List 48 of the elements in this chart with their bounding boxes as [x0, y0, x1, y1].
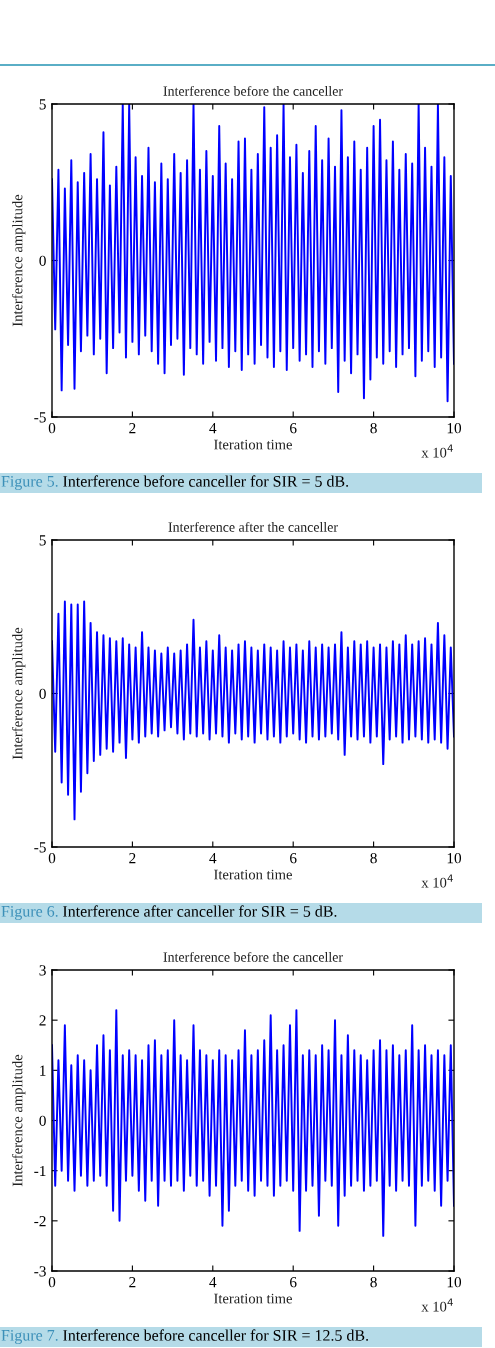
x-tick-label: 2	[129, 853, 136, 864]
y-tick-label: -5	[34, 412, 46, 423]
y-tick-label: -5	[34, 842, 46, 853]
text: x 10$^{4}$	[421, 1298, 453, 1312]
x-tick-label: 8	[370, 853, 377, 864]
x-tick-label: 0	[48, 423, 56, 434]
chart-title: Interference before the canceller	[163, 85, 343, 96]
y-tick-label: 3	[39, 965, 46, 976]
x-tick-label: 2	[129, 423, 136, 434]
y-tick-label: 2	[39, 1015, 46, 1026]
text: x 10$^{4}$	[421, 874, 453, 888]
line-series	[52, 1009, 454, 1237]
y-tick-label: 5	[39, 99, 46, 110]
x-tick-label: 10	[447, 423, 462, 434]
chart-title: Interference before the canceller	[163, 951, 343, 962]
x-tick-label: 0	[48, 1277, 56, 1288]
x-tick-label: 2	[129, 1277, 136, 1288]
x-tick-label: 0	[48, 853, 56, 864]
y-axis-title: Interference amplitude	[12, 627, 26, 760]
x-tick-label: 4	[209, 1277, 217, 1288]
x-axis-title: Iteration time	[214, 1293, 292, 1304]
x-tick-label: 10	[447, 1277, 462, 1288]
line-series	[52, 600, 454, 821]
x-axis-title: Iteration time	[214, 439, 292, 450]
chart-title: Interference after the canceller	[168, 521, 338, 532]
y-tick-label: 0	[39, 255, 46, 266]
x-tick-label: 10	[447, 853, 462, 864]
caption: Figure 7. Interference before canceller for SIR = 12.5 dB.	[1, 1329, 369, 1344]
x-tick-label: 6	[290, 423, 297, 434]
x-tick-label: 4	[209, 853, 217, 864]
y-tick-label: -1	[34, 1165, 46, 1176]
text: x 10$^{4}$	[421, 444, 453, 458]
y-tick-label: 0	[39, 1115, 46, 1126]
x-tick-label: 8	[370, 1277, 377, 1288]
x-tick-label: 6	[290, 1277, 297, 1288]
x-tick-label: 8	[370, 423, 377, 434]
x-axis-title: Iteration time	[214, 869, 292, 880]
x-tick-label: 6	[290, 853, 297, 864]
caption: Figure 5. Interference before canceller for SIR = 5 dB.	[1, 475, 349, 490]
y-tick-label: -2	[34, 1216, 46, 1227]
caption: Figure 6. Interference after canceller for SIR = 5 dB.	[1, 905, 337, 920]
y-axis-title: Interference amplitude	[12, 194, 26, 327]
y-tick-label: 5	[39, 535, 46, 546]
y-axis-title: Interference amplitude	[12, 1054, 26, 1187]
y-tick-label: 0	[39, 688, 46, 699]
x-tick-label: 4	[209, 423, 217, 434]
y-tick-label: 1	[40, 1065, 46, 1076]
y-tick-label: -3	[34, 1266, 46, 1277]
